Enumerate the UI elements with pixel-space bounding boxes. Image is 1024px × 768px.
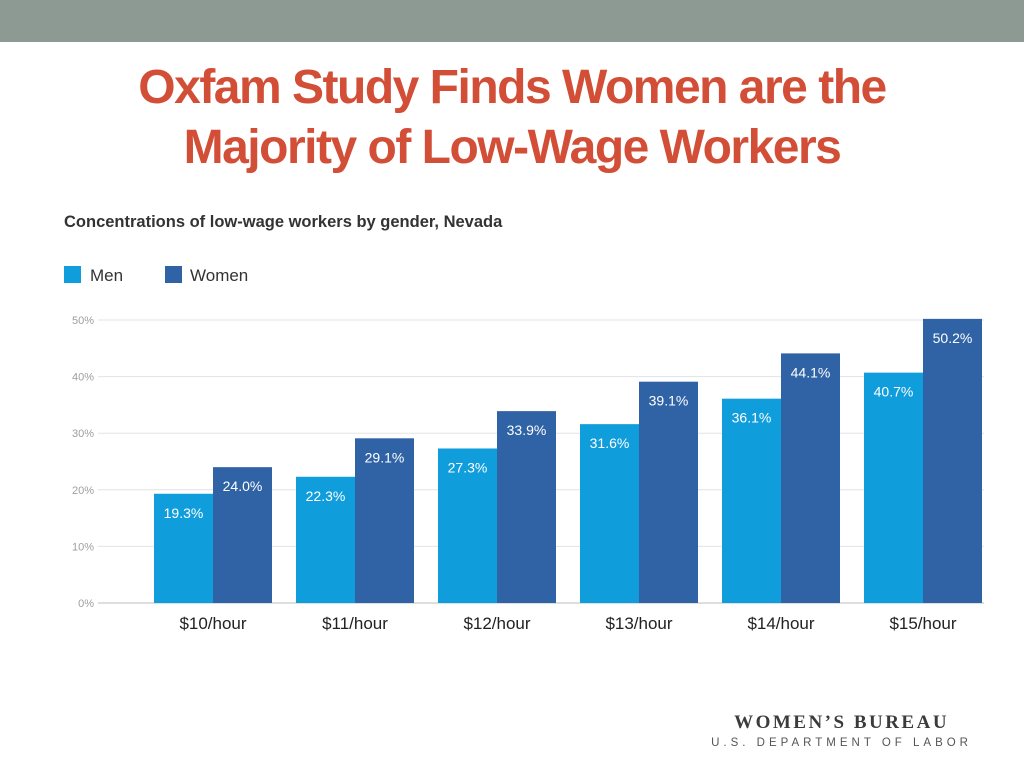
- data-label-men: 27.3%: [448, 459, 488, 475]
- data-label-men: 22.3%: [306, 488, 346, 504]
- data-label-men: 40.7%: [874, 384, 914, 400]
- data-label-women: 24.0%: [223, 478, 263, 494]
- bar-men: [864, 372, 923, 603]
- bar-men: [438, 448, 497, 603]
- bar-men: [154, 493, 213, 603]
- logo-line-2: U.S. DEPARTMENT OF LABOR: [711, 737, 972, 749]
- bars: [154, 318, 982, 603]
- x-axis-labels: $10/hour $11/hour $12/hour $13/hour $14/hour…: [179, 614, 956, 633]
- y-tick-label: 50%: [72, 315, 94, 327]
- y-tick-label: 20%: [72, 485, 94, 497]
- slide-title: Oxfam Study Finds Women are the Majority…: [0, 58, 1024, 178]
- legend-swatch-men: [64, 266, 81, 283]
- x-category-label: $13/hour: [605, 614, 672, 633]
- bar-women: [497, 411, 556, 603]
- y-tick-label: 10%: [72, 541, 94, 553]
- data-label-women: 29.1%: [365, 449, 405, 465]
- legend: Men Women: [64, 266, 248, 285]
- bar-women: [355, 438, 414, 603]
- data-label-women: 50.2%: [933, 330, 973, 346]
- bar-women: [213, 467, 272, 603]
- bar-men: [296, 476, 355, 603]
- y-tick-label: 40%: [72, 372, 94, 384]
- data-labels: 19.3% 24.0% 22.3% 29.1% 27.3% 33.9% 31.6% 39.1%…: [164, 330, 973, 521]
- data-label-men: 36.1%: [732, 410, 772, 426]
- bar-women: [781, 353, 840, 603]
- womens-bureau-logo: WOMEN’S BUREAU U.S. DEPARTMENT OF LABOR: [711, 712, 972, 752]
- data-label-men: 19.3%: [164, 505, 204, 521]
- data-label-women: 44.1%: [791, 364, 831, 380]
- x-category-label: $11/hour: [322, 614, 388, 633]
- x-category-label: $12/hour: [463, 614, 530, 633]
- bar-women: [923, 318, 982, 603]
- logo-line-1: WOMEN’S BUREAU: [734, 712, 950, 733]
- y-axis-ticks: 0% 10% 20% 30% 40% 50%: [72, 315, 94, 610]
- data-label-women: 33.9%: [507, 422, 547, 438]
- bar-men: [580, 424, 639, 603]
- legend-swatch-women: [165, 266, 182, 283]
- y-tick-label: 0%: [78, 598, 94, 610]
- bar-chart: Concentrations of low-wage workers by ge…: [64, 213, 984, 633]
- y-tick-label: 30%: [72, 428, 94, 440]
- legend-label-women: Women: [190, 266, 248, 285]
- legend-label-men: Men: [90, 266, 123, 285]
- data-label-men: 31.6%: [590, 435, 630, 451]
- bar-men: [722, 398, 781, 603]
- x-category-label: $14/hour: [747, 614, 814, 633]
- x-category-label: $10/hour: [179, 614, 246, 633]
- data-label-women: 39.1%: [649, 393, 689, 409]
- x-category-label: $15/hour: [889, 614, 956, 633]
- chart-title: Concentrations of low-wage workers by ge…: [64, 213, 503, 231]
- top-bar: [0, 0, 1024, 42]
- bar-women: [639, 381, 698, 603]
- slide-title-line-1: Oxfam Study Finds Women are the: [138, 61, 887, 114]
- slide-title-line-2: Majority of Low-Wage Workers: [183, 121, 842, 174]
